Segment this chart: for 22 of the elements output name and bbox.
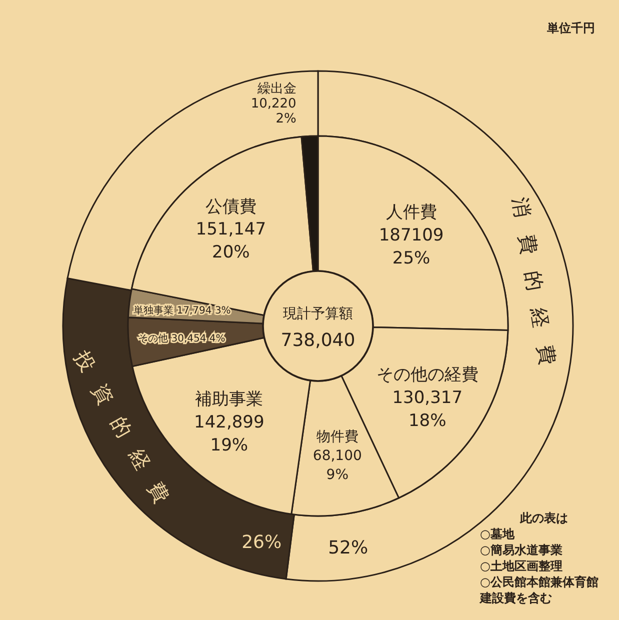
- slice-label: 人件費: [386, 202, 437, 223]
- data-label: 68,100 9%: [312, 448, 362, 483]
- text: 738,040: [280, 330, 356, 351]
- slice-label: 単独事業 17,794 3%: [134, 304, 231, 316]
- data-label: 52%: [328, 537, 368, 558]
- text: 此の表は ○墓地 ○簡易水道事業 ○土地区画整理 ○公民館本館兼体育館建設費を含む: [479, 511, 598, 605]
- text: 単位千円: [546, 21, 595, 35]
- slice-label: 物件費: [316, 429, 358, 446]
- slice-label: その他 30,454 4%: [138, 332, 226, 344]
- text: 現計予算額: [283, 306, 353, 322]
- slice-label: 繰出金: [256, 82, 296, 97]
- data-label: 26%: [242, 532, 282, 554]
- slice-label: 投資的経費: [68, 346, 183, 522]
- data-label: 10,220 2%: [250, 96, 296, 127]
- data-label: 187109 25%: [378, 226, 444, 269]
- data-label: 142,899 19%: [194, 412, 264, 456]
- slice-label: 補助事業: [195, 390, 264, 410]
- data-label: 130,317 18%: [392, 388, 463, 432]
- slice-label: 消費的経費: [508, 195, 563, 384]
- slice-label: その他の経費: [376, 365, 478, 386]
- slice-label: 公債費: [205, 196, 256, 217]
- data-label: 151,147 20%: [196, 220, 266, 263]
